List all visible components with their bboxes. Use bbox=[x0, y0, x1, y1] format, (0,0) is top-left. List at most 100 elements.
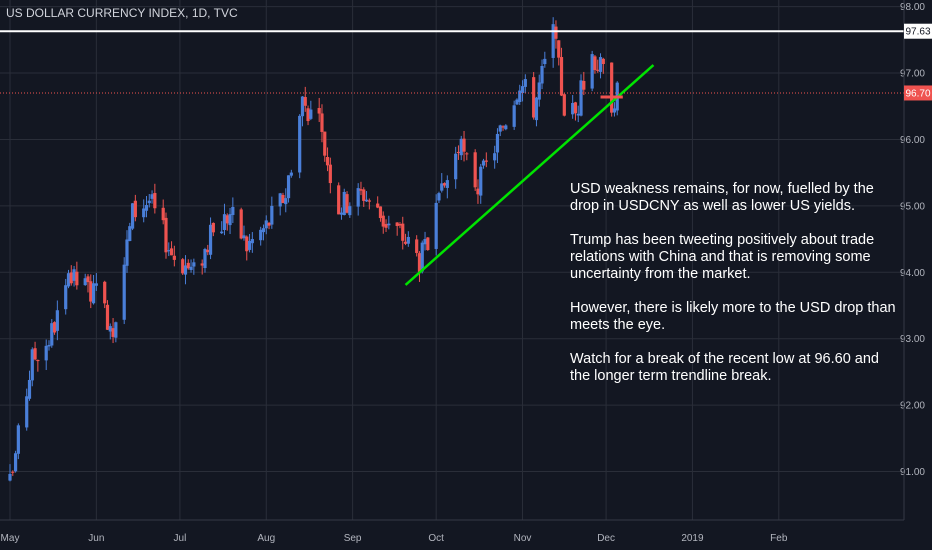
candle-body bbox=[264, 220, 268, 229]
candle-body bbox=[504, 125, 508, 130]
candle-body bbox=[512, 105, 516, 127]
candle-body bbox=[367, 200, 371, 202]
candle-body bbox=[150, 194, 154, 199]
grid-lines bbox=[0, 0, 904, 520]
overlays bbox=[0, 30, 904, 286]
annotation-paragraph-2: Trump has been tweeting positively about… bbox=[570, 232, 875, 282]
candle-body bbox=[250, 239, 254, 244]
candle-body bbox=[426, 237, 430, 251]
candles bbox=[8, 17, 619, 482]
candle-body bbox=[384, 224, 388, 228]
candle-body bbox=[571, 103, 575, 115]
x-tick-label: Feb bbox=[770, 533, 788, 544]
candle-body bbox=[192, 262, 196, 267]
candle-body bbox=[323, 131, 327, 156]
candle-body bbox=[111, 328, 115, 337]
candle-body bbox=[317, 107, 321, 114]
high-price-tag bbox=[904, 23, 932, 39]
candle-body bbox=[189, 266, 193, 270]
candle-body bbox=[417, 253, 422, 272]
candle-body bbox=[103, 281, 107, 304]
candle-body bbox=[479, 166, 483, 196]
candle-body bbox=[122, 264, 126, 320]
candle-body bbox=[47, 344, 51, 347]
candle-body bbox=[501, 126, 505, 128]
candle-body bbox=[437, 193, 441, 201]
candle-body bbox=[11, 471, 15, 473]
candle-body bbox=[130, 203, 135, 229]
candle-body bbox=[342, 191, 346, 216]
candle-body bbox=[36, 359, 40, 362]
y-tick-label: 98.00 bbox=[900, 2, 925, 13]
price-axis[interactable]: 91.00 92.00 93.00 94.00 95.00 96.00 97.00 98.00… bbox=[900, 0, 932, 520]
candle-body bbox=[554, 26, 558, 39]
candle-body bbox=[434, 202, 438, 249]
candle-body bbox=[72, 269, 76, 281]
candle-body bbox=[562, 94, 566, 116]
candle-body bbox=[228, 214, 232, 226]
candle-body bbox=[298, 115, 302, 173]
x-tick-label: Jul bbox=[174, 533, 187, 544]
candle-body bbox=[303, 97, 307, 106]
candle-body bbox=[320, 113, 324, 132]
trendline bbox=[404, 64, 655, 286]
candle-body bbox=[270, 205, 274, 225]
candle-body bbox=[484, 160, 488, 162]
chart-title: US DOLLAR CURRENCY INDEX, 1D, TVC bbox=[6, 6, 238, 20]
candle-body bbox=[520, 86, 525, 94]
x-tick-label: Jun bbox=[88, 533, 104, 544]
candle-body bbox=[576, 113, 580, 116]
candle-body bbox=[459, 138, 463, 156]
candle-body bbox=[557, 40, 561, 58]
candle-body bbox=[537, 82, 541, 100]
candle-body bbox=[83, 278, 87, 286]
candle-body bbox=[551, 24, 555, 58]
candle-body bbox=[278, 193, 282, 207]
x-tick-label: Nov bbox=[514, 533, 532, 544]
candle-body bbox=[582, 80, 586, 90]
candle-body bbox=[300, 96, 305, 117]
candle-body bbox=[86, 276, 90, 283]
candle-body bbox=[208, 224, 213, 255]
candle-body bbox=[225, 215, 229, 224]
candle-body bbox=[481, 160, 486, 166]
time-axis[interactable]: May Jun Jul Aug Sep Oct Nov Dec 2019 Feb bbox=[0, 519, 904, 544]
candle-body bbox=[401, 223, 405, 241]
candle-body bbox=[440, 183, 444, 191]
candle-body bbox=[200, 263, 204, 266]
candle-body bbox=[50, 323, 54, 346]
candle-body bbox=[306, 108, 310, 122]
candle-body bbox=[381, 215, 385, 227]
candle-body bbox=[348, 206, 352, 216]
candle-body bbox=[493, 153, 497, 161]
candle-body bbox=[378, 206, 383, 219]
candle-body bbox=[420, 242, 424, 272]
candle-body bbox=[284, 198, 288, 205]
candle-body bbox=[395, 222, 399, 227]
candle-body bbox=[559, 57, 564, 96]
x-tick-label: Sep bbox=[344, 533, 362, 544]
candle-body bbox=[523, 79, 527, 87]
candle-body bbox=[590, 54, 594, 89]
candle-body bbox=[309, 109, 313, 119]
candle-body bbox=[91, 283, 96, 304]
candle-body bbox=[337, 185, 341, 215]
candle-body bbox=[133, 200, 137, 218]
x-tick-label: Dec bbox=[597, 533, 615, 544]
candle-body bbox=[534, 97, 539, 121]
candle-body bbox=[247, 240, 252, 250]
candle-body bbox=[181, 259, 185, 274]
annotation-paragraph-1: USD weakness remains, for now, fuelled b… bbox=[570, 181, 874, 214]
candle-body bbox=[231, 206, 235, 216]
candle-body bbox=[540, 65, 544, 84]
candle-body bbox=[364, 199, 369, 202]
candle-body bbox=[598, 57, 603, 72]
candle-body bbox=[128, 226, 132, 242]
candle-body bbox=[543, 58, 547, 65]
candle-body bbox=[164, 217, 168, 253]
candle-body bbox=[89, 281, 93, 302]
candle-body bbox=[362, 189, 366, 201]
candle-body bbox=[398, 223, 402, 226]
